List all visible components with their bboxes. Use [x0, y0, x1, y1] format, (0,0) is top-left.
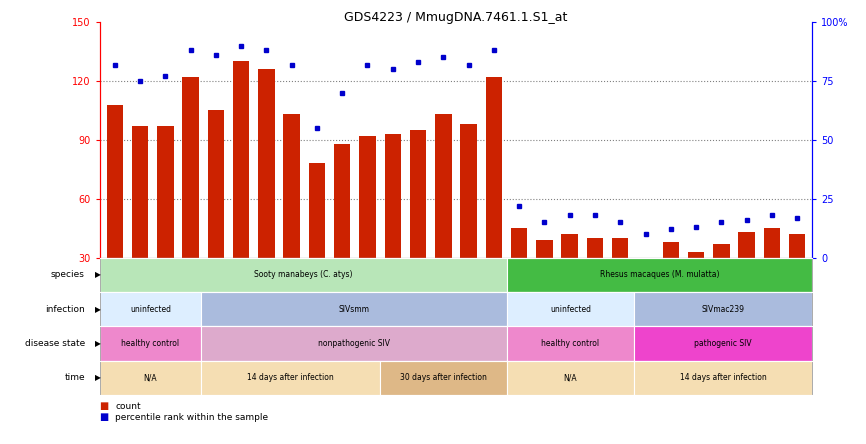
Bar	[662, 242, 679, 258]
Text: Sooty manabeys (C. atys): Sooty manabeys (C. atys)	[254, 270, 352, 279]
Text: uninfected: uninfected	[550, 305, 591, 313]
Bar	[789, 234, 805, 258]
Bar	[183, 77, 199, 258]
Text: N/A: N/A	[144, 373, 158, 382]
Text: percentile rank within the sample: percentile rank within the sample	[115, 413, 268, 422]
Text: ▶: ▶	[95, 373, 101, 382]
Bar	[359, 136, 376, 258]
Text: count: count	[115, 402, 141, 411]
Text: ■: ■	[100, 412, 109, 422]
Bar	[461, 124, 477, 258]
Bar	[107, 105, 123, 258]
Bar	[637, 258, 654, 262]
Bar	[334, 144, 351, 258]
Text: 14 days after infection: 14 days after infection	[247, 373, 334, 382]
Bar	[258, 69, 275, 258]
Bar	[536, 240, 553, 258]
Bar	[435, 115, 451, 258]
Text: SIVmac239: SIVmac239	[701, 305, 745, 313]
Text: healthy control: healthy control	[121, 339, 179, 348]
Bar	[233, 61, 249, 258]
Bar	[764, 228, 780, 258]
Bar	[283, 115, 300, 258]
Bar	[688, 252, 704, 258]
Bar	[511, 228, 527, 258]
Bar	[587, 238, 603, 258]
Bar	[410, 130, 426, 258]
Text: time: time	[64, 373, 85, 382]
Text: nonpathogenic SIV: nonpathogenic SIV	[318, 339, 390, 348]
Text: uninfected: uninfected	[130, 305, 171, 313]
Text: 30 days after infection: 30 days after infection	[400, 373, 487, 382]
Text: infection: infection	[45, 305, 85, 313]
Text: N/A: N/A	[564, 373, 578, 382]
Text: SIVsmm: SIVsmm	[339, 305, 370, 313]
Bar	[713, 244, 729, 258]
Text: 14 days after infection: 14 days after infection	[680, 373, 766, 382]
Text: ▶: ▶	[95, 339, 101, 348]
Text: ▶: ▶	[95, 305, 101, 313]
Text: disease state: disease state	[24, 339, 85, 348]
Bar	[561, 234, 578, 258]
Text: species: species	[51, 270, 85, 279]
Bar	[132, 126, 148, 258]
Bar	[208, 111, 224, 258]
Bar	[157, 126, 173, 258]
Text: ▶: ▶	[95, 270, 101, 279]
Text: ■: ■	[100, 401, 109, 411]
Text: Rhesus macaques (M. mulatta): Rhesus macaques (M. mulatta)	[600, 270, 720, 279]
Bar	[739, 232, 755, 258]
Bar	[385, 134, 401, 258]
Bar	[486, 77, 502, 258]
Text: healthy control: healthy control	[541, 339, 599, 348]
Text: pathogenic SIV: pathogenic SIV	[695, 339, 752, 348]
Bar	[612, 238, 629, 258]
Bar	[309, 163, 325, 258]
Text: GDS4223 / MmugDNA.7461.1.S1_at: GDS4223 / MmugDNA.7461.1.S1_at	[345, 11, 567, 24]
